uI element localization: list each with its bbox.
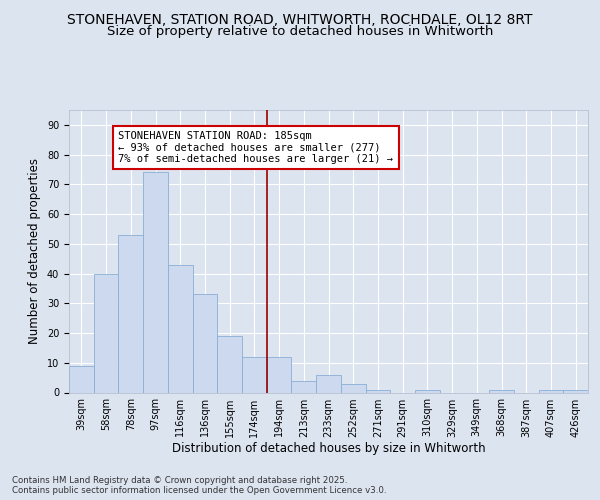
Bar bbox=[69, 366, 94, 392]
Bar bbox=[118, 235, 143, 392]
Bar bbox=[292, 380, 316, 392]
Bar bbox=[143, 172, 168, 392]
Bar bbox=[94, 274, 118, 392]
Bar bbox=[316, 374, 341, 392]
Bar bbox=[267, 357, 292, 392]
Bar bbox=[168, 264, 193, 392]
Bar bbox=[217, 336, 242, 392]
Text: Contains HM Land Registry data © Crown copyright and database right 2025.
Contai: Contains HM Land Registry data © Crown c… bbox=[12, 476, 386, 495]
Bar bbox=[341, 384, 365, 392]
Bar bbox=[563, 390, 588, 392]
Bar bbox=[242, 357, 267, 392]
Text: STONEHAVEN, STATION ROAD, WHITWORTH, ROCHDALE, OL12 8RT: STONEHAVEN, STATION ROAD, WHITWORTH, ROC… bbox=[67, 12, 533, 26]
Bar bbox=[415, 390, 440, 392]
Bar bbox=[489, 390, 514, 392]
Bar bbox=[193, 294, 217, 392]
Bar bbox=[539, 390, 563, 392]
Text: STONEHAVEN STATION ROAD: 185sqm
← 93% of detached houses are smaller (277)
7% of: STONEHAVEN STATION ROAD: 185sqm ← 93% of… bbox=[118, 131, 394, 164]
X-axis label: Distribution of detached houses by size in Whitworth: Distribution of detached houses by size … bbox=[172, 442, 485, 456]
Y-axis label: Number of detached properties: Number of detached properties bbox=[28, 158, 41, 344]
Bar bbox=[365, 390, 390, 392]
Text: Size of property relative to detached houses in Whitworth: Size of property relative to detached ho… bbox=[107, 25, 493, 38]
